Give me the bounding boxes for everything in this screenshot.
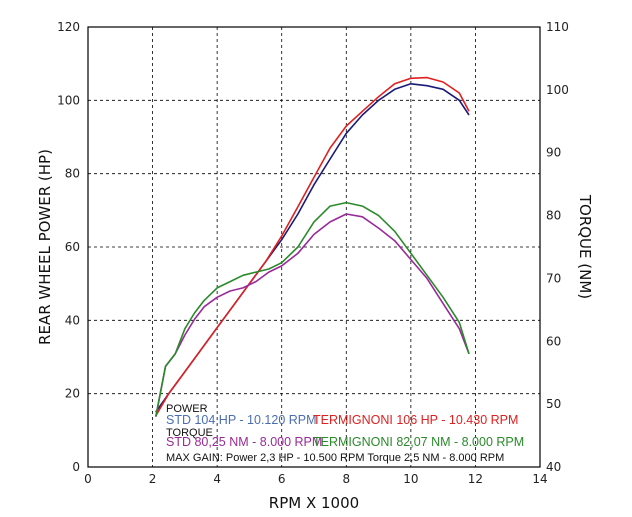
right-tick-label: 100 xyxy=(546,83,569,97)
std-power-line xyxy=(155,83,470,413)
termignoni-power-line xyxy=(155,76,470,417)
x-tick-label: 8 xyxy=(342,472,350,486)
legend-std-power: STD 104 HP - 10.120 RPM xyxy=(166,413,317,427)
legend-std-torque: STD 80,25 NM - 8.000 RPM xyxy=(166,435,322,449)
x-tick-label: 4 xyxy=(213,472,221,486)
legend: POWER STD 104 HP - 10.120 RPM TERMIGNONI… xyxy=(166,403,524,464)
x-axis-title: RPM X 1000 xyxy=(269,494,359,512)
series-lines xyxy=(155,76,470,417)
legend-max-gain: MAX GAIN: Power 2,3 HP - 10.500 RPM Torq… xyxy=(166,452,504,464)
grid-lines xyxy=(88,27,540,467)
right-tick-label: 40 xyxy=(546,460,561,474)
tick-labels: 0 2 4 6 8 10 12 14 0 20 40 60 80 100 120 40 50 60 70 80 90 10… xyxy=(57,20,569,486)
left-tick-label: 120 xyxy=(57,20,80,34)
legend-termignoni-torque: TERMIGNONI 82,07 NM - 8.000 RPM xyxy=(313,435,524,449)
x-tick-label: 0 xyxy=(84,472,92,486)
left-tick-label: 20 xyxy=(65,387,80,401)
legend-torque-title: TORQUE xyxy=(166,427,213,439)
left-tick-label: 100 xyxy=(57,93,80,107)
right-tick-label: 70 xyxy=(546,271,561,285)
left-tick-label: 40 xyxy=(65,313,80,327)
right-tick-label: 110 xyxy=(546,20,569,34)
std-torque-line xyxy=(155,213,470,417)
x-tick-label: 6 xyxy=(278,472,286,486)
legend-power-title: POWER xyxy=(166,403,208,415)
x-tick-label: 2 xyxy=(149,472,157,486)
x-tick-label: 14 xyxy=(532,472,547,486)
right-tick-label: 90 xyxy=(546,146,561,160)
termignoni-torque-line xyxy=(155,201,470,417)
left-tick-label: 80 xyxy=(65,167,80,181)
plot-frame xyxy=(87,26,541,468)
x-tick-label: 12 xyxy=(468,472,483,486)
right-axis-title: TORQUE (NM) xyxy=(576,194,594,299)
right-tick-label: 60 xyxy=(546,334,561,348)
x-tick-label: 10 xyxy=(403,472,418,486)
right-tick-label: 80 xyxy=(546,209,561,223)
legend-termignoni-power: TERMIGNONI 106 HP - 10.430 RPM xyxy=(313,413,518,427)
left-axis-title: REAR WHEEL POWER (HP) xyxy=(36,149,54,345)
right-tick-label: 50 xyxy=(546,397,561,411)
left-tick-label: 60 xyxy=(65,240,80,254)
left-tick-label: 0 xyxy=(72,460,80,474)
